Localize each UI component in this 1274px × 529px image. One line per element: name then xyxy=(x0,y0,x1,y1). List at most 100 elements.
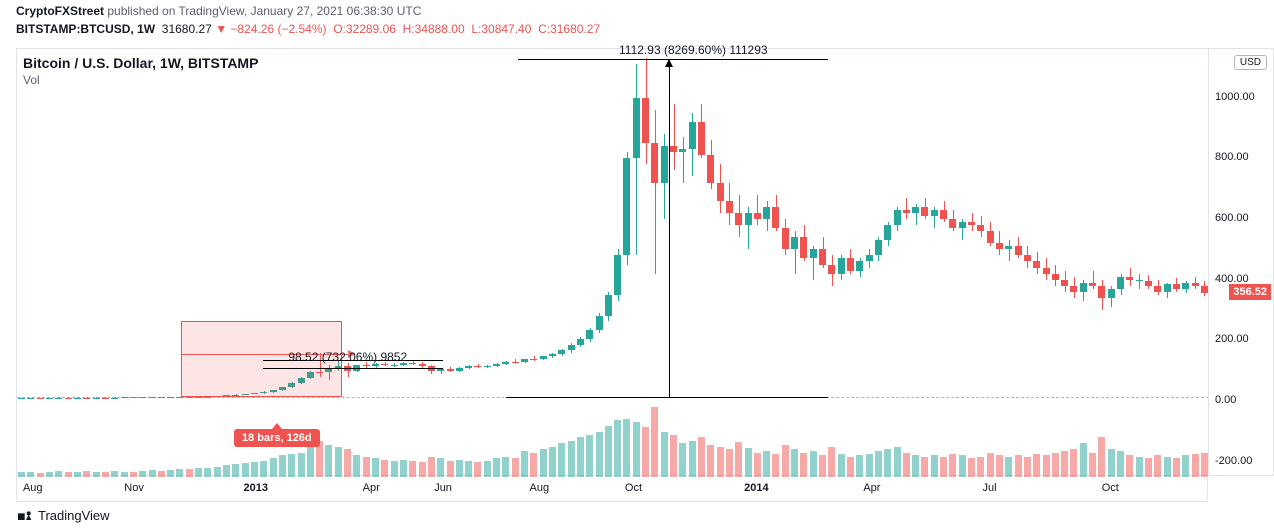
bars-range-badge[interactable]: 18 bars, 126d xyxy=(234,429,320,447)
volume-bar xyxy=(353,455,360,477)
candle-body xyxy=(847,258,854,270)
time-axis[interactable]: AugNov2013AprJunAugOct2014AprJulOct xyxy=(16,476,1208,502)
volume-bar xyxy=(763,451,770,477)
candle-body xyxy=(149,397,156,398)
candle-body xyxy=(614,255,621,294)
candle-body xyxy=(1136,280,1143,282)
volume-bar xyxy=(912,455,919,477)
volume-bar xyxy=(586,435,593,477)
measure-label-1: 98.52 (732.06%) 9852 xyxy=(288,350,407,364)
candle-body xyxy=(838,258,845,273)
volume-bar xyxy=(1201,453,1208,478)
candle-body xyxy=(121,397,128,398)
candle-body xyxy=(754,213,761,219)
volume-bar xyxy=(679,443,686,477)
candle-body xyxy=(1164,284,1171,292)
volume-bar xyxy=(949,454,956,477)
volume-label: Vol xyxy=(23,73,40,87)
candle-body xyxy=(176,397,183,398)
volume-bar xyxy=(996,455,1003,477)
candle-body xyxy=(1145,281,1152,286)
candle-body xyxy=(1108,289,1115,298)
candle-body xyxy=(502,362,509,364)
candle-body xyxy=(474,366,481,367)
volume-bar xyxy=(512,458,519,477)
candle-body xyxy=(884,225,891,240)
candle-body xyxy=(791,237,798,249)
x-tick-label: 2014 xyxy=(744,482,768,494)
volume-bar xyxy=(847,457,854,477)
candle-wick xyxy=(636,64,637,255)
candle-body xyxy=(1052,274,1059,280)
candle-body xyxy=(1015,246,1022,255)
candle-body xyxy=(623,158,630,255)
candle-body xyxy=(1192,283,1199,286)
candle-wick xyxy=(906,198,907,219)
volume-bar xyxy=(381,460,388,478)
candle-body xyxy=(1201,286,1208,293)
volume-bar xyxy=(363,457,370,477)
volume-bar xyxy=(465,461,472,477)
volume-bar xyxy=(1192,454,1199,477)
candle-body xyxy=(717,183,724,201)
volume-bar xyxy=(409,461,416,477)
candle-wick xyxy=(674,104,675,171)
candle-body xyxy=(605,295,612,316)
candle-body xyxy=(642,98,649,144)
volume-bar xyxy=(987,453,994,478)
candle-body xyxy=(856,261,863,270)
candle-body xyxy=(549,354,556,356)
volume-bar xyxy=(1061,451,1068,477)
volume-bar xyxy=(484,461,491,477)
candle-body xyxy=(726,201,733,213)
candle-body xyxy=(782,228,789,249)
volume-bar xyxy=(251,462,258,477)
volume-bar xyxy=(661,432,668,478)
measure-hline-low xyxy=(506,397,828,398)
candle-body xyxy=(810,249,817,258)
volume-bar xyxy=(717,447,724,477)
candle-body xyxy=(195,397,202,398)
volume-bar xyxy=(670,435,677,477)
candle-body xyxy=(1126,277,1133,280)
candle-body xyxy=(437,369,444,371)
volume-bar xyxy=(1033,454,1040,477)
volume-bar xyxy=(428,457,435,477)
x-tick-label: Apr xyxy=(363,482,380,494)
candle-body xyxy=(83,398,90,399)
volume-bar xyxy=(419,462,426,477)
volume-bar xyxy=(474,462,481,477)
volume-bar xyxy=(866,454,873,477)
volume-bar xyxy=(1182,455,1189,477)
candle-body xyxy=(689,122,696,149)
candle-body xyxy=(409,363,416,364)
chart-legend: BITSTAMP:BTCUSD, 1W 31680.27 ▼ −824.26 (… xyxy=(16,22,600,36)
candle-body xyxy=(130,397,137,398)
volume-bar xyxy=(437,458,444,477)
candle-body xyxy=(894,210,901,225)
y-tick-label: 600.00 xyxy=(1215,212,1249,224)
candle-body xyxy=(37,398,44,399)
volume-bar xyxy=(745,448,752,477)
volume-bar xyxy=(838,454,845,477)
volume-bar xyxy=(260,461,267,477)
candle-body xyxy=(940,210,947,219)
volume-bar xyxy=(623,419,630,477)
candle-body xyxy=(968,222,975,225)
volume-bar xyxy=(372,458,379,477)
tradingview-logo: TradingView xyxy=(18,508,110,523)
volume-bar xyxy=(558,443,565,477)
candle-body xyxy=(735,213,742,225)
publish-header: CryptoFXStreet published on TradingView,… xyxy=(16,4,421,18)
candle-wick xyxy=(683,137,684,183)
candle-body xyxy=(921,207,928,216)
candle-body xyxy=(1089,283,1096,286)
price-chart-pane[interactable]: Bitcoin / U.S. Dollar, 1W, BITSTAMP Vol … xyxy=(16,48,1208,476)
volume-bar xyxy=(791,449,798,477)
y-tick-label: 1000.00 xyxy=(1215,91,1255,103)
price-axis[interactable]: USD -200.000.00200.00400.00600.00800.001… xyxy=(1208,48,1274,476)
volume-bar xyxy=(800,453,807,478)
x-tick-label: Oct xyxy=(1102,482,1119,494)
volume-bar xyxy=(1052,453,1059,478)
currency-badge: USD xyxy=(1234,55,1267,70)
